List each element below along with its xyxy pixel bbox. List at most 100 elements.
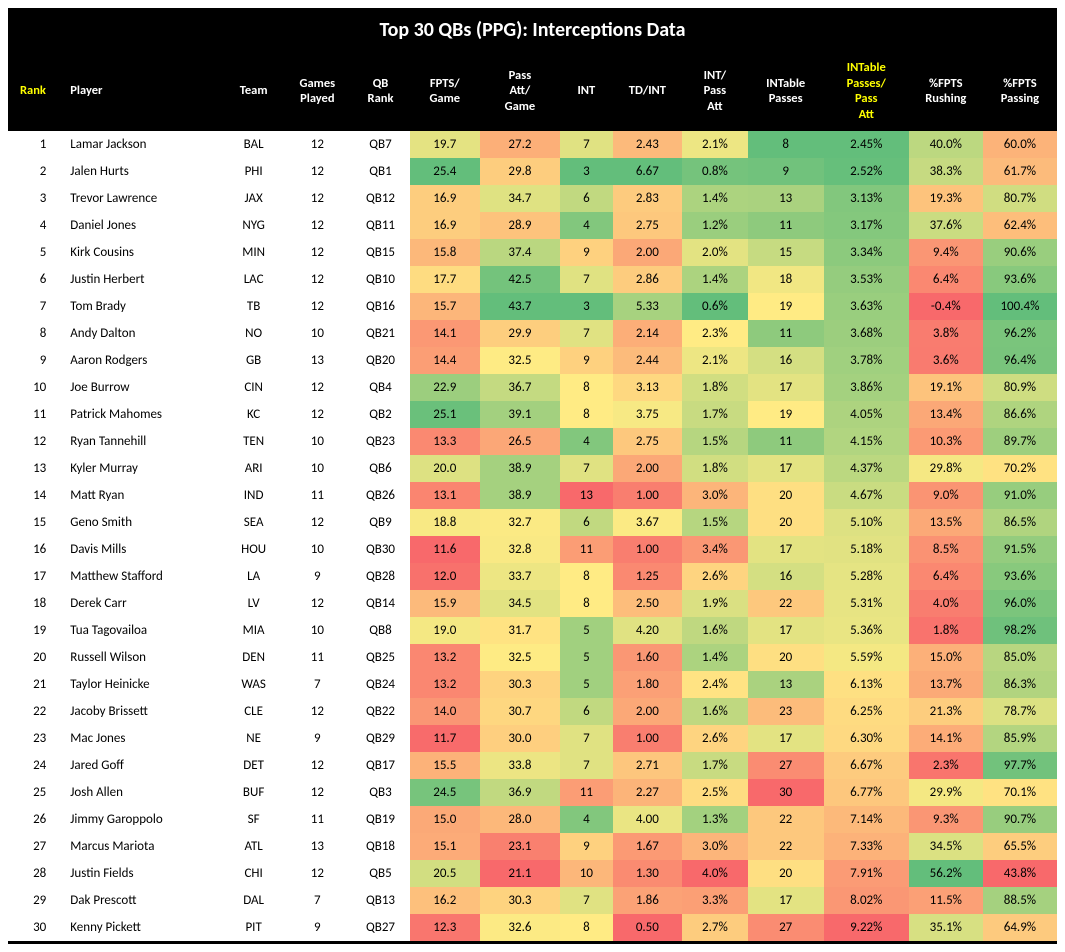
cell-rank: 25 (8, 779, 60, 806)
cell-team: NE (224, 725, 284, 752)
cell-rank: 14 (8, 482, 60, 509)
cell-int_patt: 3.0% (682, 833, 747, 860)
cell-intable_patt: 4.37% (824, 455, 909, 482)
table-row: 18Derek CarrLV12QB1415.934.582.501.9%225… (8, 590, 1057, 617)
cell-int: 9 (560, 239, 612, 266)
cell-int: 11 (560, 536, 612, 563)
table-row: 27Marcus MariotaATL13QB1815.123.191.673.… (8, 833, 1057, 860)
cell-pct_rush: 3.6% (909, 347, 983, 374)
cell-tdint: 1.00 (613, 536, 683, 563)
cell-intable: 30 (748, 779, 824, 806)
cell-fpts_g: 14.4 (410, 347, 480, 374)
cell-team: DEN (224, 644, 284, 671)
cell-team: LA (224, 563, 284, 590)
cell-intable_patt: 3.78% (824, 347, 909, 374)
cell-pct_rush: 6.4% (909, 563, 983, 590)
cell-patt_g: 28.9 (480, 212, 561, 239)
table-row: 24Jared GoffDET12QB1715.533.872.711.7%27… (8, 752, 1057, 779)
cell-pct_pass: 98.2% (983, 617, 1057, 644)
cell-qbrank: QB14 (351, 590, 410, 617)
cell-int: 5 (560, 644, 612, 671)
cell-qbrank: QB19 (351, 806, 410, 833)
cell-fpts_g: 14.1 (410, 320, 480, 347)
cell-int: 7 (560, 887, 612, 914)
table-row: 22Jacoby BrissettCLE12QB2214.030.762.001… (8, 698, 1057, 725)
col-header-int_patt: INT/PassAtt (682, 52, 747, 131)
cell-team: JAX (224, 185, 284, 212)
cell-patt_g: 30.3 (480, 887, 561, 914)
table-row: 21Taylor HeinickeWAS7QB2413.230.351.802.… (8, 671, 1057, 698)
cell-int_patt: 4.0% (682, 860, 747, 887)
cell-tdint: 2.00 (613, 698, 683, 725)
cell-int_patt: 1.4% (682, 185, 747, 212)
cell-pct_pass: 90.6% (983, 239, 1057, 266)
cell-intable: 17 (748, 725, 824, 752)
cell-patt_g: 23.1 (480, 833, 561, 860)
cell-gp: 9 (284, 563, 352, 590)
cell-qbrank: QB9 (351, 509, 410, 536)
cell-pct_rush: 56.2% (909, 860, 983, 887)
cell-pct_rush: 15.0% (909, 644, 983, 671)
cell-intable: 16 (748, 347, 824, 374)
cell-team: HOU (224, 536, 284, 563)
cell-int: 4 (560, 428, 612, 455)
cell-fpts_g: 13.2 (410, 671, 480, 698)
cell-intable_patt: 3.34% (824, 239, 909, 266)
cell-qbrank: QB15 (351, 239, 410, 266)
cell-fpts_g: 19.7 (410, 131, 480, 158)
data-table: RankPlayerTeamGamesPlayedQBRankFPTS/Game… (8, 52, 1057, 944)
cell-pct_pass: 62.4% (983, 212, 1057, 239)
cell-gp: 12 (284, 239, 352, 266)
cell-fpts_g: 18.8 (410, 509, 480, 536)
cell-int: 8 (560, 374, 612, 401)
cell-rank: 3 (8, 185, 60, 212)
cell-qbrank: QB17 (351, 752, 410, 779)
cell-player: Mac Jones (60, 725, 223, 752)
cell-int: 9 (560, 833, 612, 860)
cell-rank: 8 (8, 320, 60, 347)
cell-qbrank: QB18 (351, 833, 410, 860)
cell-team: CIN (224, 374, 284, 401)
cell-qbrank: QB6 (351, 455, 410, 482)
cell-qbrank: QB13 (351, 887, 410, 914)
cell-intable_patt: 6.13% (824, 671, 909, 698)
cell-pct_pass: 93.6% (983, 563, 1057, 590)
cell-gp: 7 (284, 671, 352, 698)
cell-intable: 19 (748, 401, 824, 428)
cell-patt_g: 21.1 (480, 860, 561, 887)
cell-rank: 27 (8, 833, 60, 860)
cell-rank: 23 (8, 725, 60, 752)
cell-int: 6 (560, 509, 612, 536)
cell-int: 10 (560, 860, 612, 887)
cell-qbrank: QB4 (351, 374, 410, 401)
cell-int: 7 (560, 320, 612, 347)
cell-pct_rush: 19.3% (909, 185, 983, 212)
cell-intable_patt: 6.25% (824, 698, 909, 725)
cell-int_patt: 0.6% (682, 293, 747, 320)
cell-patt_g: 34.7 (480, 185, 561, 212)
cell-pct_pass: 70.2% (983, 455, 1057, 482)
cell-patt_g: 38.9 (480, 482, 561, 509)
cell-intable: 13 (748, 671, 824, 698)
cell-patt_g: 43.7 (480, 293, 561, 320)
cell-tdint: 2.71 (613, 752, 683, 779)
cell-patt_g: 33.8 (480, 752, 561, 779)
cell-intable: 18 (748, 266, 824, 293)
cell-team: SF (224, 806, 284, 833)
cell-int_patt: 1.6% (682, 698, 747, 725)
cell-patt_g: 27.2 (480, 131, 561, 158)
cell-tdint: 1.86 (613, 887, 683, 914)
cell-player: Kirk Cousins (60, 239, 223, 266)
cell-qbrank: QB12 (351, 185, 410, 212)
cell-tdint: 2.27 (613, 779, 683, 806)
cell-int_patt: 1.7% (682, 752, 747, 779)
cell-tdint: 3.75 (613, 401, 683, 428)
cell-patt_g: 26.5 (480, 428, 561, 455)
cell-patt_g: 32.5 (480, 644, 561, 671)
cell-intable_patt: 8.02% (824, 887, 909, 914)
cell-int: 8 (560, 563, 612, 590)
cell-intable: 17 (748, 887, 824, 914)
cell-rank: 4 (8, 212, 60, 239)
cell-patt_g: 42.5 (480, 266, 561, 293)
cell-patt_g: 36.7 (480, 374, 561, 401)
